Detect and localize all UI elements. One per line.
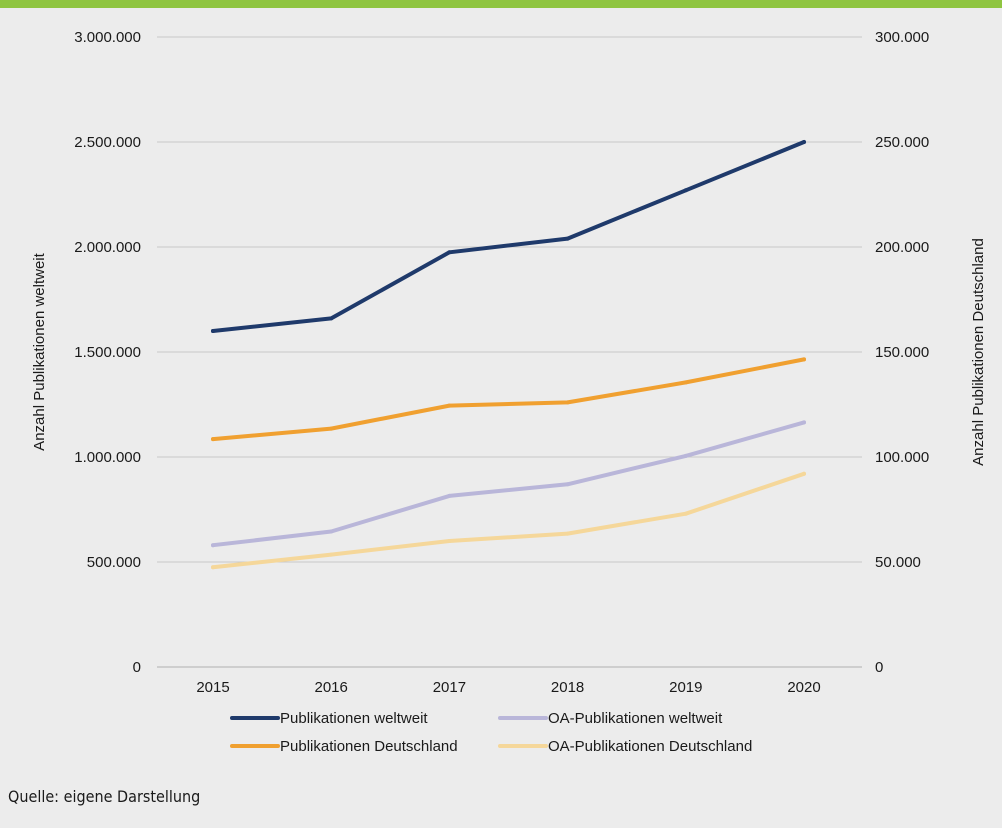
left-tick-label: 500.000 — [87, 554, 141, 571]
x-tick-label: 2017 — [433, 679, 466, 696]
legend-label-oa-publikationen-deutschland: OA-Publikationen Deutschland — [548, 738, 752, 755]
data-point-publikationen-weltweit — [565, 236, 570, 241]
x-tick-label: 2016 — [315, 679, 348, 696]
data-point-oa-publikationen-weltweit — [683, 453, 688, 458]
data-point-oa-publikationen-weltweit — [447, 493, 452, 498]
right-tick-label: 150.000 — [875, 344, 929, 361]
left-axis-title: Anzahl Publikationen weltweit — [31, 252, 48, 450]
data-point-publikationen-deutschland — [447, 403, 452, 408]
data-point-oa-publikationen-deutschland — [447, 539, 452, 543]
x-tick-label: 2018 — [551, 679, 584, 696]
left-tick-label: 2.000.000 — [74, 239, 141, 256]
data-point-oa-publikationen-weltweit — [802, 420, 806, 425]
data-point-oa-publikationen-deutschland — [329, 552, 334, 557]
left-tick-label: 0 — [133, 659, 141, 676]
series-line-oa-publikationen-weltweit — [211, 420, 806, 548]
legend-label-oa-publikationen-weltweit: OA-Publikationen weltweit — [548, 710, 723, 727]
top-accent-bar — [0, 0, 1002, 8]
right-tick-label: 0 — [875, 659, 883, 676]
right-tick-label: 100.000 — [875, 449, 929, 466]
left-tick-label: 1.000.000 — [74, 449, 141, 466]
data-point-oa-publikationen-weltweit — [565, 482, 570, 487]
data-point-publikationen-deutschland — [802, 357, 806, 362]
data-point-oa-publikationen-weltweit — [211, 543, 215, 548]
line-chart: 0 500.000 1.000.000 1.500.000 2.000.000 2.500… — [31, 29, 987, 755]
right-axis-ticks: 0 50.000 100.000 150.000 200.000 250.000 300.0… — [875, 29, 929, 676]
data-point-oa-publikationen-deutschland — [683, 511, 688, 516]
data-point-publikationen-deutschland — [211, 437, 215, 442]
right-tick-label: 250.000 — [875, 134, 929, 151]
x-tick-label: 2020 — [787, 679, 820, 696]
right-tick-label: 50.000 — [875, 554, 921, 571]
data-point-oa-publikationen-deutschland — [211, 565, 215, 570]
data-point-publikationen-weltweit — [802, 140, 806, 144]
series-line-oa-publikationen-deutschland — [211, 471, 806, 570]
series-lines — [211, 140, 806, 570]
x-tick-label: 2019 — [669, 679, 702, 696]
data-point-oa-publikationen-deutschland — [565, 531, 570, 536]
data-point-oa-publikationen-weltweit — [329, 529, 334, 534]
legend: Publikationen weltweit OA-Publikationen w… — [230, 710, 752, 755]
source-note: Quelle: eigene Darstellung — [8, 787, 201, 806]
legend-label-publikationen-deutschland: Publikationen Deutschland — [280, 738, 458, 755]
data-point-oa-publikationen-deutschland — [802, 471, 806, 476]
data-point-publikationen-weltweit — [211, 329, 215, 333]
grid-lines — [157, 36, 862, 668]
left-axis-ticks: 0 500.000 1.000.000 1.500.000 2.000.000 2.500… — [74, 29, 141, 676]
data-point-publikationen-weltweit — [447, 250, 452, 255]
legend-label-publikationen-weltweit: Publikationen weltweit — [280, 710, 428, 727]
left-tick-label: 2.500.000 — [74, 134, 141, 151]
right-tick-label: 200.000 — [875, 239, 929, 256]
x-tick-label: 2015 — [196, 679, 229, 696]
data-point-publikationen-weltweit — [329, 316, 334, 321]
right-tick-label: 300.000 — [875, 29, 929, 46]
series-line-publikationen-weltweit — [211, 140, 806, 333]
series-line-publikationen-deutschland — [211, 357, 806, 442]
data-point-publikationen-deutschland — [565, 400, 570, 405]
x-axis-ticks: 2015 2016 2017 2018 2019 2020 — [196, 679, 820, 696]
data-point-publikationen-deutschland — [683, 380, 688, 385]
left-tick-label: 1.500.000 — [74, 344, 141, 361]
data-point-publikationen-deutschland — [329, 426, 334, 431]
data-point-publikationen-weltweit — [683, 188, 688, 193]
right-axis-title: Anzahl Publikationen Deutschland — [970, 238, 987, 466]
left-tick-label: 3.000.000 — [74, 29, 141, 46]
